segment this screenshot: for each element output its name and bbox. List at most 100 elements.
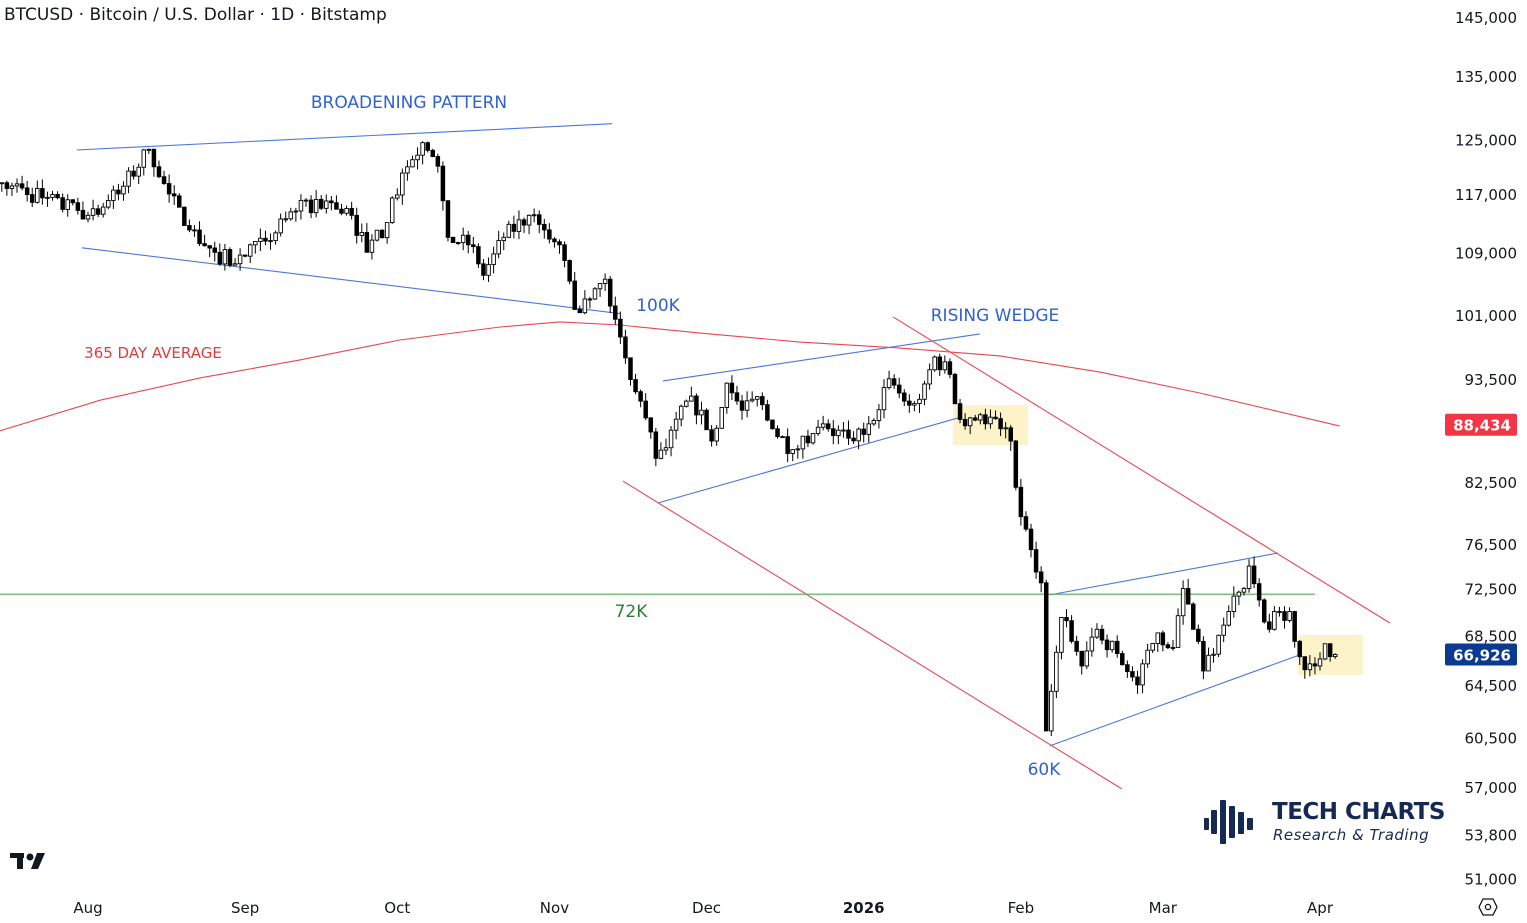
candle-down (217, 251, 223, 265)
tradingview-logo-icon[interactable] (10, 851, 48, 871)
candle-down (1125, 664, 1130, 673)
candle-up (359, 232, 365, 236)
candle-down (547, 229, 552, 240)
candle-up (1089, 636, 1095, 652)
x-axis-tick-label: Sep (231, 899, 259, 917)
candle-down (1292, 611, 1297, 642)
candle-down (24, 187, 30, 196)
x-axis-tick-label: Nov (540, 899, 569, 917)
candle-up (1216, 634, 1221, 655)
candle-up (800, 435, 806, 450)
candle-down (187, 225, 192, 231)
candle-down (364, 232, 370, 253)
candle-up (673, 418, 679, 431)
candle-down (75, 202, 81, 211)
candle-down (846, 429, 851, 439)
candle-down (151, 148, 157, 168)
candle-up (50, 194, 55, 198)
candle-down (1327, 643, 1333, 658)
candle-up (85, 214, 91, 220)
candle-down (166, 183, 172, 195)
candle-up (369, 239, 375, 253)
chart-settings-icon[interactable] (1478, 897, 1498, 917)
60k-label: 60K (1028, 760, 1062, 780)
candle-down (450, 236, 456, 243)
candle-down (197, 229, 202, 245)
candle-down (95, 208, 101, 215)
candle-down (613, 305, 618, 320)
x-axis-tick-label: Apr (1307, 899, 1334, 917)
candle-up (65, 199, 70, 210)
candle-up (1170, 646, 1176, 649)
candle-up (1094, 628, 1100, 638)
y-axis-tick-label: 135,000 (1455, 68, 1517, 86)
candle-down (861, 428, 866, 435)
candle-down (354, 214, 359, 236)
rising-wedge-label: RISING WEDGE (931, 306, 1059, 326)
candle-down (435, 156, 441, 167)
last-price-tag (1445, 643, 1517, 666)
candle-down (1165, 644, 1171, 649)
rising-wedge-top-line (662, 333, 980, 382)
candle-down (455, 242, 461, 244)
candle-up (927, 369, 932, 385)
candle-down (765, 404, 770, 421)
candle-down (780, 436, 785, 439)
candle-up (597, 283, 603, 290)
candle-down (425, 142, 430, 151)
x-axis-tick-label: 2026 (843, 899, 885, 917)
candle-down (1251, 565, 1257, 585)
100k-label: 100K (636, 296, 680, 316)
candle-up (841, 429, 846, 432)
candle-up (699, 409, 704, 416)
candle-down (775, 428, 780, 438)
candle-down (1064, 616, 1069, 622)
candle-up (526, 214, 532, 226)
x-axis-tick-label: Oct (384, 899, 410, 917)
candle-down (562, 244, 567, 261)
candle-up (232, 263, 238, 266)
candle-up (714, 427, 719, 442)
candle-up (1322, 643, 1328, 660)
triangle-top-line (1049, 552, 1279, 596)
candles-group (0, 141, 1338, 737)
candle-up (1231, 595, 1237, 613)
candle-up (917, 398, 922, 405)
candle-up (1246, 565, 1252, 589)
candle-down (192, 229, 197, 232)
candle-down (227, 249, 233, 266)
candle-up (881, 387, 887, 411)
candle-down (1008, 427, 1013, 442)
candle-up (1332, 654, 1338, 658)
candle-up (689, 395, 694, 402)
y-axis-tick-label: 145,000 (1455, 9, 1517, 27)
y-axis-tick-label: 125,000 (1455, 131, 1517, 149)
candle-up (222, 249, 228, 265)
candle-up (237, 254, 243, 265)
candle-up (389, 197, 395, 224)
72k-label: 72K (615, 602, 649, 622)
candle-down (729, 382, 735, 394)
candle-down (536, 214, 542, 225)
candle-up (820, 423, 826, 428)
y-axis-tick-label: 82,500 (1465, 474, 1518, 492)
triangle-bottom-line (1049, 654, 1300, 747)
candle-down (481, 263, 486, 276)
candle-down (962, 418, 968, 427)
candle-up (293, 210, 299, 213)
candle-up (866, 423, 872, 435)
candle-up (384, 222, 390, 239)
candle-down (653, 431, 659, 459)
candle-down (476, 246, 481, 265)
candle-down (318, 198, 324, 209)
candle-down (70, 199, 76, 204)
candle-up (942, 361, 948, 371)
candle-down (1074, 640, 1079, 652)
x-axis-tick-label: Aug (73, 899, 102, 917)
candle-up (374, 229, 380, 241)
y-axis-tick-label: 51,000 (1465, 871, 1518, 889)
candle-down (1185, 588, 1191, 605)
candle-down (1028, 528, 1034, 551)
candle-up (9, 185, 15, 189)
